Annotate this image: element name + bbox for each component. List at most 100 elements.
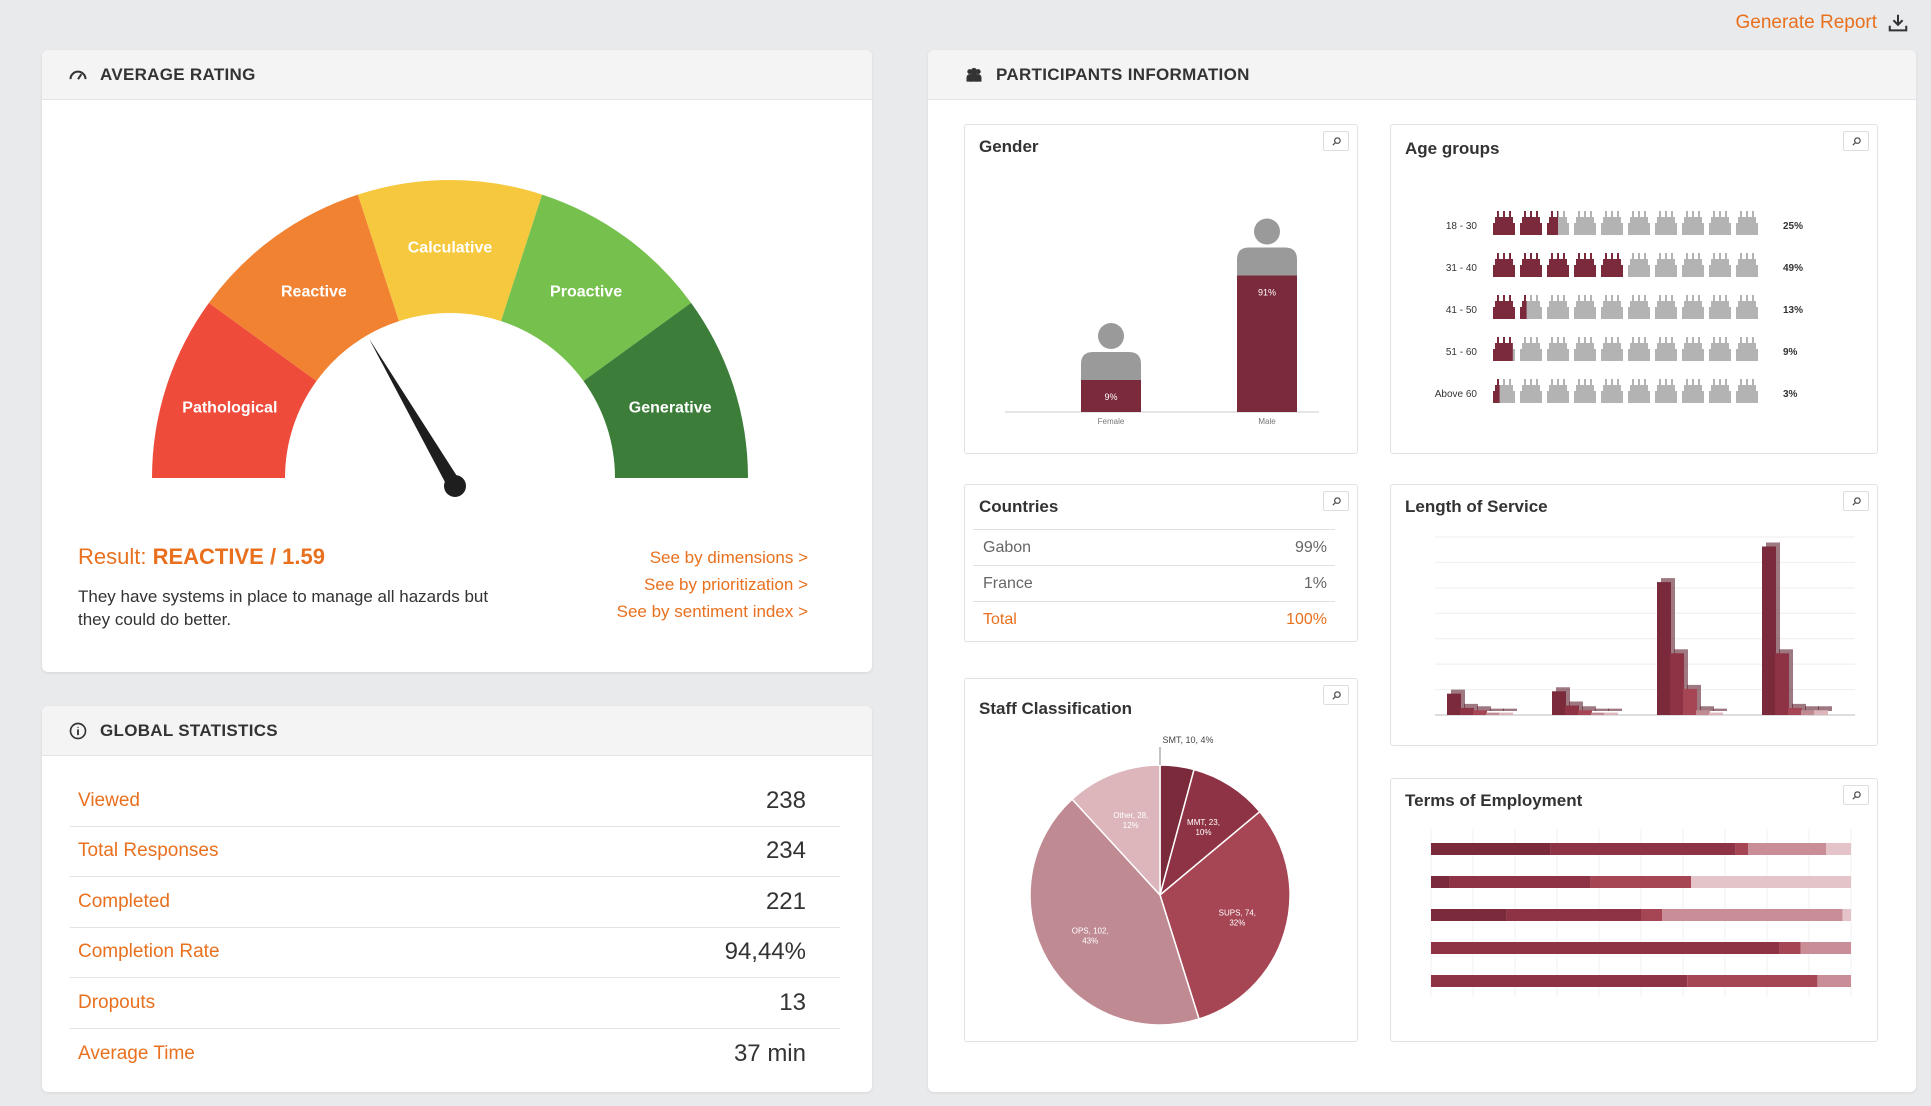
cake-top: [1549, 259, 1567, 265]
see-by-sentiment-link[interactable]: See by sentiment index >: [616, 602, 808, 621]
stat-row-viewed: Viewed 238: [70, 776, 840, 827]
cake-top: [1657, 217, 1675, 223]
result-value: REACTIVE / 1.59: [152, 544, 325, 569]
cake-top: [1603, 259, 1621, 265]
zoom-button[interactable]: [1323, 685, 1349, 705]
gauge-needle-hub: [444, 475, 466, 497]
cake-candle: [1746, 253, 1748, 259]
gauge-needle: [369, 338, 462, 490]
cake-icon: [1682, 337, 1704, 361]
terms-of-employment-title: Terms of Employment: [1405, 791, 1583, 810]
service-bar: [1709, 712, 1723, 715]
bar-shadow: [1477, 706, 1491, 711]
cake-icon: [1574, 379, 1596, 403]
cake-candle: [1551, 337, 1553, 343]
cake-candle: [1725, 253, 1727, 259]
stat-value: 238: [765, 786, 806, 814]
countries-title: Countries: [979, 497, 1059, 516]
cake-candle: [1752, 211, 1754, 217]
cake-candle: [1563, 211, 1565, 217]
generate-report-button[interactable]: Generate Report: [1735, 12, 1909, 34]
cake-icon-filled: [1493, 379, 1500, 403]
cake-icon: [1709, 295, 1731, 319]
service-bar: [1473, 710, 1487, 715]
cake-base: [1574, 349, 1596, 361]
see-by-prioritization-link[interactable]: See by prioritization >: [644, 575, 808, 594]
stat-label: Average Time: [78, 1042, 195, 1064]
cake-candle: [1536, 295, 1538, 301]
service-bar: [1657, 582, 1671, 715]
cake-candle: [1605, 337, 1607, 343]
cake-icon: [1628, 295, 1650, 319]
cake-candle: [1638, 211, 1640, 217]
cake-candle: [1617, 211, 1619, 217]
pie-slice-other: [1071, 764, 1161, 897]
age-groups-chart: 18 - 30 25% 31 - 40 49% 41 - 50 13% 51 - 60 9% A…: [1435, 211, 1803, 403]
zoom-button[interactable]: [1323, 491, 1349, 511]
cake-base: [1655, 265, 1677, 277]
terms-bar-segment: [1641, 909, 1662, 921]
cake-candle: [1692, 295, 1694, 301]
cake-top: [1603, 343, 1621, 349]
zoom-button[interactable]: [1843, 785, 1869, 805]
cake-top: [1576, 217, 1594, 223]
service-bar: [1591, 712, 1605, 715]
person-head: [1254, 218, 1280, 245]
cake-icon: [1628, 211, 1650, 235]
cake-base: [1601, 223, 1623, 235]
zoom-button[interactable]: [1843, 491, 1869, 511]
staff-classification-chart: MMT, 23,10% SUPS, 74,32% OPS, 102,43% Other…: [1029, 735, 1291, 1026]
pie-slice-mmt: [1158, 768, 1261, 898]
cake-candle: [1719, 337, 1721, 343]
cake-top: [1684, 301, 1702, 307]
cake-icon: [1628, 337, 1650, 361]
terms-bar-segment: [1691, 876, 1851, 888]
zoom-button[interactable]: [1843, 131, 1869, 151]
cake-candle: [1644, 337, 1646, 343]
result-description: They have systems in place to manage all…: [78, 587, 489, 629]
cake-candle: [1497, 253, 1499, 259]
magnifier-icon: [1851, 790, 1861, 800]
terms-bar-segment: [1826, 843, 1851, 855]
cake-candle: [1509, 211, 1511, 217]
cake-base: [1520, 349, 1542, 361]
length-of-service-chart: [1435, 536, 1855, 716]
cake-candle: [1740, 211, 1742, 217]
cake-candle: [1605, 253, 1607, 259]
cake-candle: [1557, 295, 1559, 301]
service-bar: [1604, 712, 1618, 715]
stat-label: Completion Rate: [78, 941, 220, 963]
country-row: Gabon 99%: [973, 529, 1335, 565]
bar-shadow: [1792, 703, 1806, 711]
stat-row-completion-rate: Completion Rate 94,44%: [70, 928, 840, 978]
magnifier-icon: [1851, 496, 1861, 506]
cake-top: [1603, 301, 1621, 307]
cake-candle: [1644, 253, 1646, 259]
zoom-button[interactable]: [1323, 131, 1349, 151]
cake-candle: [1698, 379, 1700, 385]
cake-base: [1574, 391, 1596, 403]
cake-candle: [1584, 379, 1586, 385]
cake-candle: [1557, 211, 1558, 217]
cake-base: [1601, 349, 1623, 361]
cake-base: [1682, 307, 1704, 319]
bar-shadow: [1595, 708, 1609, 711]
cake-base: [1655, 223, 1677, 235]
bar-shadow: [1490, 708, 1504, 711]
cake-base: [1628, 223, 1650, 235]
pie-label: SUPS, 74,: [1219, 909, 1256, 918]
terms-bar-segment: [1817, 975, 1851, 987]
cake-icon: [1736, 295, 1758, 319]
cake-candle: [1557, 253, 1559, 259]
cake-candle: [1509, 253, 1511, 259]
cake-icon-filled: [1601, 253, 1623, 277]
cake-icon: [1601, 337, 1623, 361]
pie-top-label: SMT, 10, 4%: [1162, 735, 1213, 745]
terms-bar-segment: [1800, 942, 1851, 954]
cake-candle: [1524, 253, 1526, 259]
cake-base: [1520, 307, 1527, 319]
cake-top: [1684, 259, 1702, 265]
cake-top: [1630, 343, 1648, 349]
see-by-dimensions-link[interactable]: See by dimensions >: [649, 548, 808, 567]
service-bar: [1486, 712, 1500, 715]
